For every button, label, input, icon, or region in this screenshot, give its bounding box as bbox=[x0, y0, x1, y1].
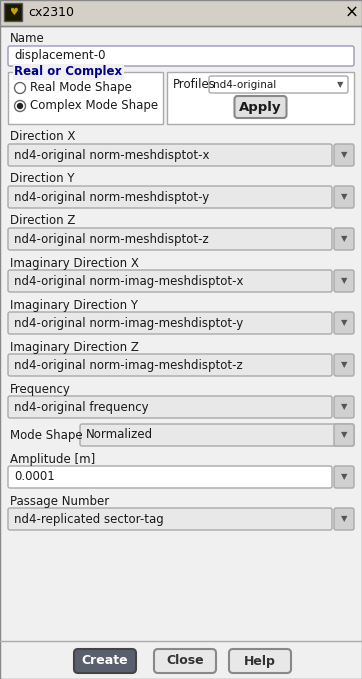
Bar bbox=[8, 72, 163, 124]
FancyBboxPatch shape bbox=[8, 144, 332, 166]
Text: Real or Complex: Real or Complex bbox=[14, 65, 122, 79]
FancyBboxPatch shape bbox=[8, 508, 332, 530]
FancyBboxPatch shape bbox=[334, 396, 354, 418]
Text: nd4-original norm-imag-meshdisptot-z: nd4-original norm-imag-meshdisptot-z bbox=[14, 359, 243, 371]
FancyBboxPatch shape bbox=[8, 186, 332, 208]
Text: ♥: ♥ bbox=[9, 7, 17, 17]
Text: nd4-original: nd4-original bbox=[213, 79, 276, 90]
Text: Complex Mode Shape: Complex Mode Shape bbox=[30, 100, 158, 113]
FancyBboxPatch shape bbox=[74, 649, 136, 673]
Text: Passage Number: Passage Number bbox=[10, 494, 109, 507]
FancyBboxPatch shape bbox=[334, 354, 354, 376]
Circle shape bbox=[14, 100, 25, 111]
Text: nd4-replicated sector-tag: nd4-replicated sector-tag bbox=[14, 513, 164, 526]
Text: nd4-original norm-imag-meshdisptot-x: nd4-original norm-imag-meshdisptot-x bbox=[14, 274, 244, 287]
Text: Create: Create bbox=[82, 655, 128, 667]
FancyBboxPatch shape bbox=[8, 46, 354, 66]
Text: 0.0001: 0.0001 bbox=[14, 471, 55, 483]
FancyBboxPatch shape bbox=[334, 186, 354, 208]
Text: Close: Close bbox=[166, 655, 204, 667]
Text: ▼: ▼ bbox=[341, 234, 347, 244]
Bar bbox=[167, 72, 354, 124]
Text: ▼: ▼ bbox=[341, 403, 347, 411]
FancyBboxPatch shape bbox=[229, 649, 291, 673]
Circle shape bbox=[17, 103, 23, 109]
Text: ▼: ▼ bbox=[337, 80, 343, 89]
FancyBboxPatch shape bbox=[334, 508, 354, 530]
Text: Name: Name bbox=[10, 33, 45, 45]
FancyBboxPatch shape bbox=[334, 312, 354, 334]
Text: Apply: Apply bbox=[239, 100, 282, 113]
Text: ▼: ▼ bbox=[341, 318, 347, 327]
FancyBboxPatch shape bbox=[334, 270, 354, 292]
FancyBboxPatch shape bbox=[8, 466, 332, 488]
Text: Imaginary Direction Y: Imaginary Direction Y bbox=[10, 299, 138, 312]
FancyBboxPatch shape bbox=[8, 312, 332, 334]
Text: cx2310: cx2310 bbox=[28, 7, 74, 20]
Bar bbox=[0, 0, 362, 26]
Text: ▼: ▼ bbox=[341, 151, 347, 160]
Text: Help: Help bbox=[244, 655, 276, 667]
Text: displacement-0: displacement-0 bbox=[14, 50, 105, 62]
Text: ▼: ▼ bbox=[341, 473, 347, 481]
FancyBboxPatch shape bbox=[8, 354, 332, 376]
FancyBboxPatch shape bbox=[334, 228, 354, 250]
Text: Direction Z: Direction Z bbox=[10, 215, 75, 227]
Text: Profiles: Profiles bbox=[173, 77, 216, 90]
FancyBboxPatch shape bbox=[80, 424, 354, 446]
Text: nd4-original norm-meshdisptot-z: nd4-original norm-meshdisptot-z bbox=[14, 232, 209, 246]
Text: Imaginary Direction X: Imaginary Direction X bbox=[10, 257, 139, 270]
Text: ▼: ▼ bbox=[341, 361, 347, 369]
Text: nd4-original norm-imag-meshdisptot-y: nd4-original norm-imag-meshdisptot-y bbox=[14, 316, 243, 329]
Text: nd4-original norm-meshdisptot-y: nd4-original norm-meshdisptot-y bbox=[14, 191, 209, 204]
FancyBboxPatch shape bbox=[154, 649, 216, 673]
Text: nd4-original frequency: nd4-original frequency bbox=[14, 401, 149, 414]
Text: Imaginary Direction Z: Imaginary Direction Z bbox=[10, 340, 139, 354]
FancyBboxPatch shape bbox=[8, 228, 332, 250]
FancyBboxPatch shape bbox=[334, 144, 354, 166]
FancyBboxPatch shape bbox=[334, 424, 354, 446]
Text: ▼: ▼ bbox=[341, 276, 347, 285]
Text: Direction Y: Direction Y bbox=[10, 172, 75, 185]
FancyBboxPatch shape bbox=[235, 96, 286, 118]
Text: ▼: ▼ bbox=[341, 515, 347, 524]
Text: Mode Shape: Mode Shape bbox=[10, 428, 83, 441]
FancyBboxPatch shape bbox=[209, 76, 348, 93]
Text: Direction X: Direction X bbox=[10, 130, 75, 143]
FancyBboxPatch shape bbox=[8, 396, 332, 418]
Text: ▼: ▼ bbox=[341, 430, 347, 439]
FancyBboxPatch shape bbox=[334, 466, 354, 488]
Text: nd4-original norm-meshdisptot-x: nd4-original norm-meshdisptot-x bbox=[14, 149, 210, 162]
Text: ▼: ▼ bbox=[341, 193, 347, 202]
Text: Real Mode Shape: Real Mode Shape bbox=[30, 81, 132, 94]
Text: Normalized: Normalized bbox=[86, 428, 153, 441]
Text: ×: × bbox=[345, 4, 359, 22]
FancyBboxPatch shape bbox=[8, 270, 332, 292]
Circle shape bbox=[14, 83, 25, 94]
Text: Amplitude [m]: Amplitude [m] bbox=[10, 452, 95, 466]
Text: Frequency: Frequency bbox=[10, 382, 71, 395]
Bar bbox=[4, 3, 22, 21]
